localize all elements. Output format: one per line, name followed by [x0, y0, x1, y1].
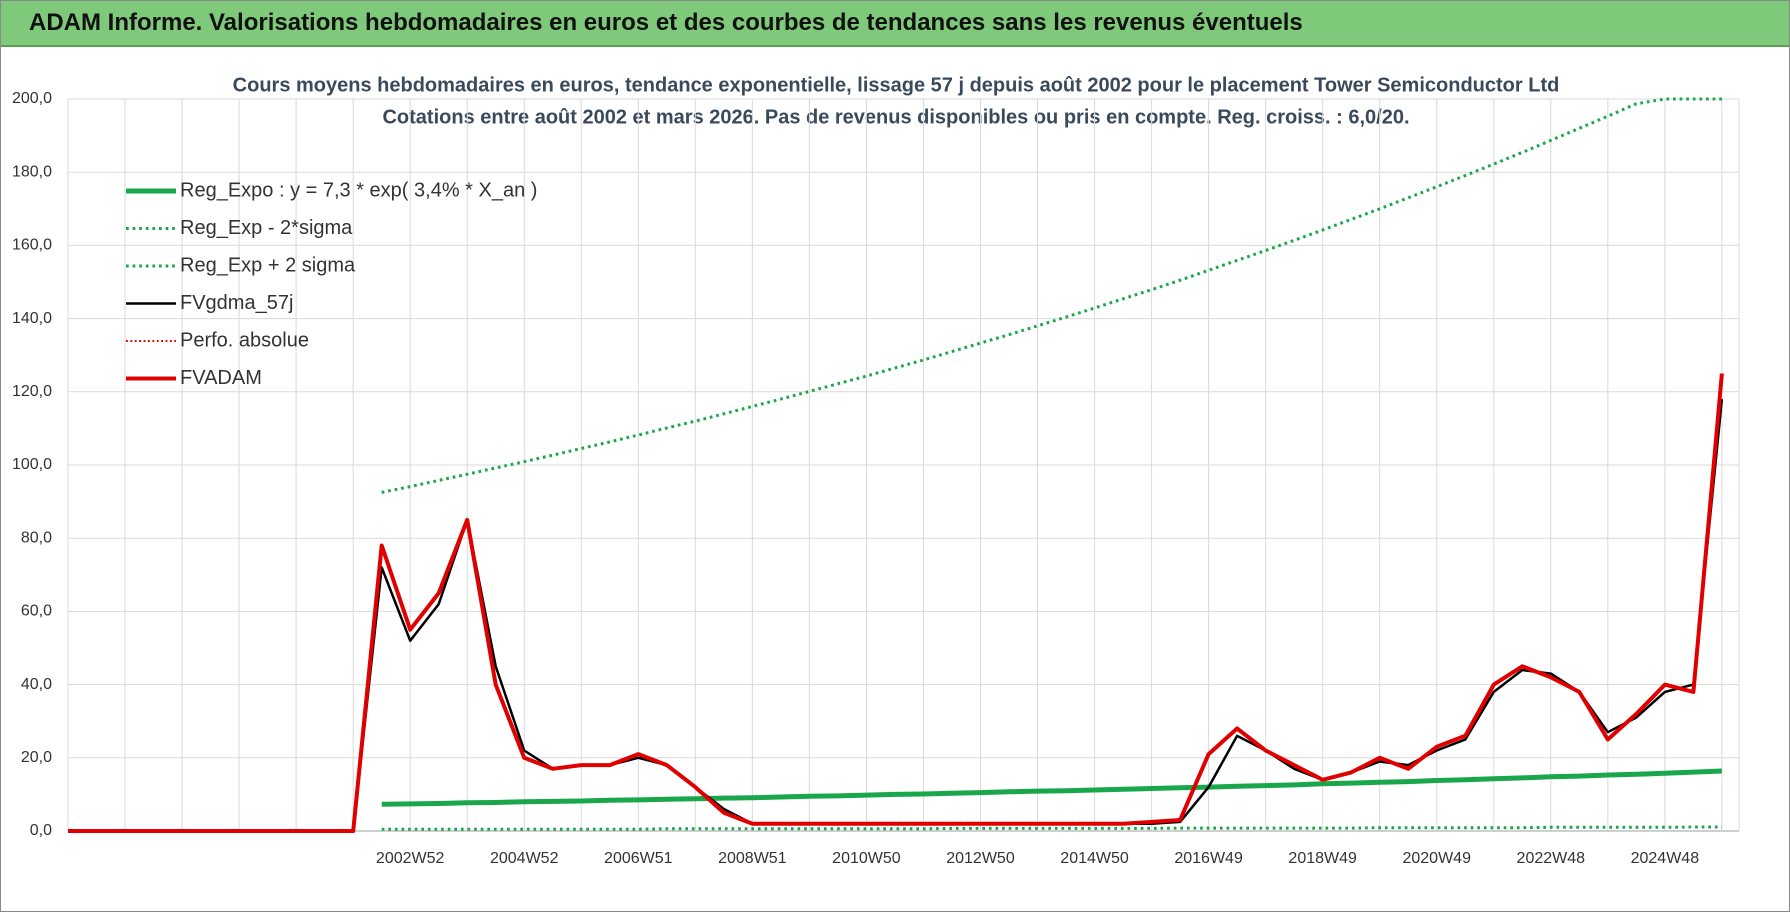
legend-label: Perfo. absolue [180, 329, 309, 351]
legend-label: Reg_Expo : y = 7,3 * exp( 3,4% * X_an ) [180, 179, 537, 201]
y-tick-label: 40,0 [21, 676, 52, 693]
y-tick-label: 180,0 [12, 163, 52, 180]
series-line [381, 825, 1722, 831]
x-tick-label: 2016W49 [1174, 850, 1243, 867]
series-line [381, 97, 1722, 494]
x-tick-label: 2004W52 [490, 850, 559, 867]
x-tick-label: 2002W52 [376, 850, 445, 867]
y-tick-label: 200,0 [12, 90, 52, 107]
legend-label: FVADAM [180, 367, 262, 389]
x-tick-label: 2008W51 [718, 850, 787, 867]
series-line [68, 398, 1724, 833]
legend-label: FVgdma_57j [180, 292, 293, 314]
x-tick-label: 2018W49 [1288, 850, 1357, 867]
x-tick-label: 2006W51 [604, 850, 673, 867]
x-tick-label: 2024W48 [1631, 850, 1700, 867]
y-tick-label: 0,0 [30, 822, 52, 839]
x-tick-label: 2022W48 [1517, 850, 1586, 867]
x-tick-label: 2014W50 [1060, 850, 1129, 867]
y-tick-label: 160,0 [12, 237, 52, 254]
chart-title: Cours moyens hebdomadaires en euros, ten… [233, 74, 1560, 96]
y-tick-label: 60,0 [21, 603, 52, 620]
legend-label: Reg_Exp + 2 sigma [180, 254, 356, 276]
y-tick-label: 20,0 [21, 749, 52, 766]
header-bar: ADAM Informe. Valorisations hebdomadaire… [1, 1, 1789, 47]
legend-label: Reg_Exp - 2*sigma [180, 217, 353, 239]
y-tick-label: 140,0 [12, 310, 52, 327]
y-tick-label: 120,0 [12, 383, 52, 400]
header-title: ADAM Informe. Valorisations hebdomadaire… [29, 9, 1303, 36]
y-tick-label: 100,0 [12, 456, 52, 473]
series-line [68, 373, 1724, 833]
x-tick-label: 2012W50 [946, 850, 1015, 867]
y-tick-label: 80,0 [21, 529, 52, 546]
series-line [381, 768, 1722, 807]
x-tick-label: 2020W49 [1402, 850, 1471, 867]
x-tick-label: 2010W50 [832, 850, 901, 867]
chart-subtitle: Cotations entre août 2002 et mars 2026. … [382, 106, 1409, 128]
